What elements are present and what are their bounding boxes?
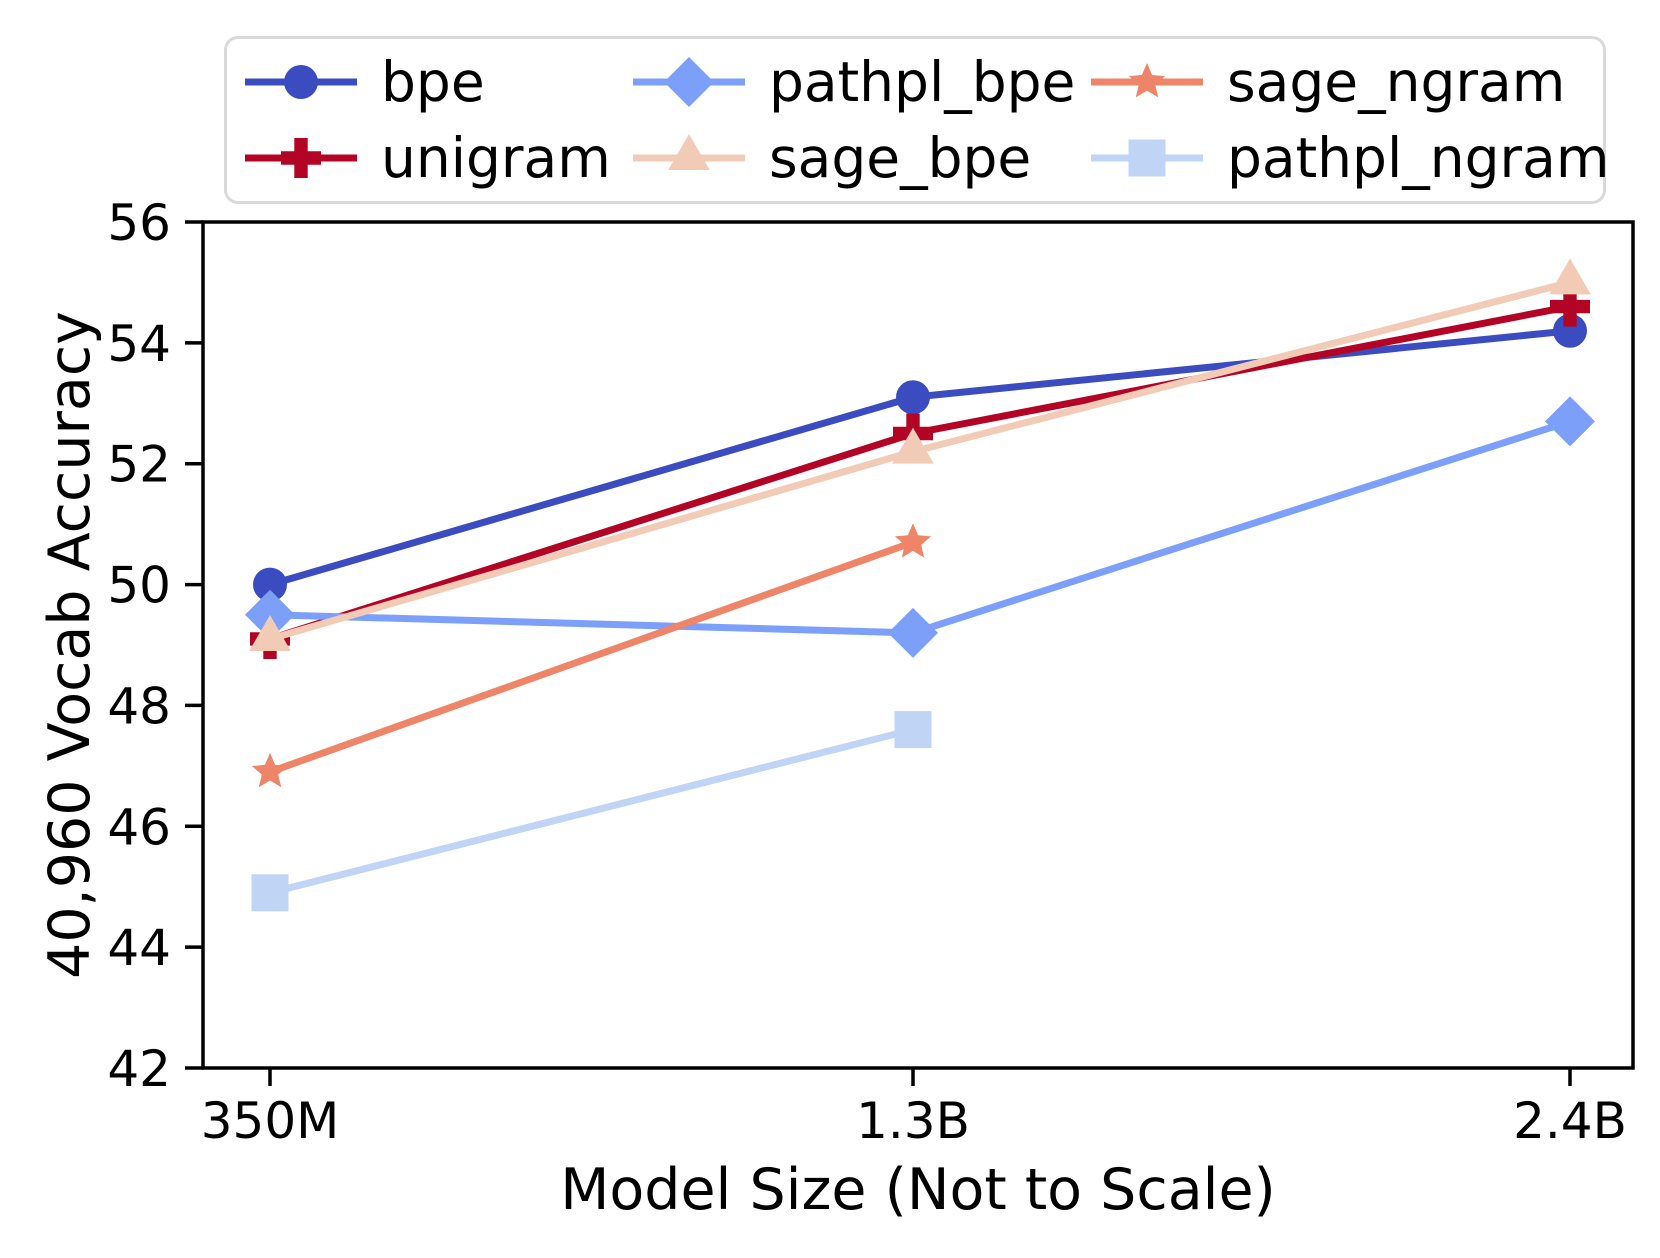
legend-label: pathpl_bpe xyxy=(769,49,1076,114)
x-axis-label: Model Size (Not to Scale) xyxy=(560,1157,1276,1223)
legend-item-sage_ngram: sage_ngram xyxy=(1091,49,1591,114)
diamond-marker-icon xyxy=(888,607,938,658)
series-pathpl_bpe xyxy=(245,396,1595,658)
square-marker-icon xyxy=(894,711,932,749)
x-tick-label: 1.3B xyxy=(856,1092,970,1150)
y-tick-label: 56 xyxy=(107,194,171,252)
axes-frame xyxy=(201,220,1635,1070)
legend-label: pathpl_ngram xyxy=(1227,125,1610,190)
y-tick-label: 52 xyxy=(107,436,171,494)
y-tick-label: 46 xyxy=(107,798,171,856)
circle-marker-icon xyxy=(253,567,287,602)
y-axis-label: 40,960 Vocab Accuracy xyxy=(37,311,103,979)
series-bpe xyxy=(253,313,1587,602)
star-marker-icon xyxy=(1091,63,1203,98)
x-tick-label: 350M xyxy=(201,1092,340,1150)
circle-marker-icon xyxy=(896,380,930,415)
diamond-marker-icon xyxy=(1545,396,1595,447)
series-unigram xyxy=(250,286,1590,659)
y-tick-label: 42 xyxy=(107,1040,171,1098)
legend-label: unigram xyxy=(381,125,611,190)
series-sage_ngram xyxy=(251,523,932,788)
y-tick-label: 48 xyxy=(107,677,171,735)
triangle-marker-icon xyxy=(892,427,934,464)
circle-marker-icon xyxy=(245,65,357,99)
y-tick-label: 44 xyxy=(107,919,171,977)
legend-item-bpe: bpe xyxy=(245,49,633,114)
triangle-marker-icon xyxy=(1549,258,1591,295)
circle-marker-icon xyxy=(1553,313,1587,348)
legend-item-pathpl_ngram: pathpl_ngram xyxy=(1091,130,1609,186)
legend-label: sage_bpe xyxy=(769,125,1032,190)
plus-marker-icon xyxy=(1550,286,1590,327)
legend-label: sage_ngram xyxy=(1227,49,1566,114)
series-sage_bpe xyxy=(249,258,1591,651)
legend-item-sage_bpe: sage_bpe xyxy=(633,125,1091,190)
triangle-marker-icon xyxy=(633,134,745,170)
star-marker-icon xyxy=(251,752,289,788)
legend-item-unigram: unigram xyxy=(245,125,633,190)
square-marker-icon xyxy=(1091,139,1203,177)
y-tick-label: 54 xyxy=(107,315,171,373)
square-marker-icon xyxy=(251,874,289,912)
diamond-marker-icon xyxy=(633,57,745,107)
legend-item-pathpl_bpe: pathpl_bpe xyxy=(633,49,1091,114)
y-tick-label: 50 xyxy=(107,557,171,615)
series-pathpl_ngram xyxy=(251,711,932,912)
x-tick-label: 2.4B xyxy=(1513,1092,1627,1150)
diamond-marker-icon xyxy=(245,589,295,640)
plus-marker-icon xyxy=(245,138,357,178)
triangle-marker-icon xyxy=(249,614,291,651)
legend-label: bpe xyxy=(381,49,485,114)
star-marker-icon xyxy=(894,523,932,558)
